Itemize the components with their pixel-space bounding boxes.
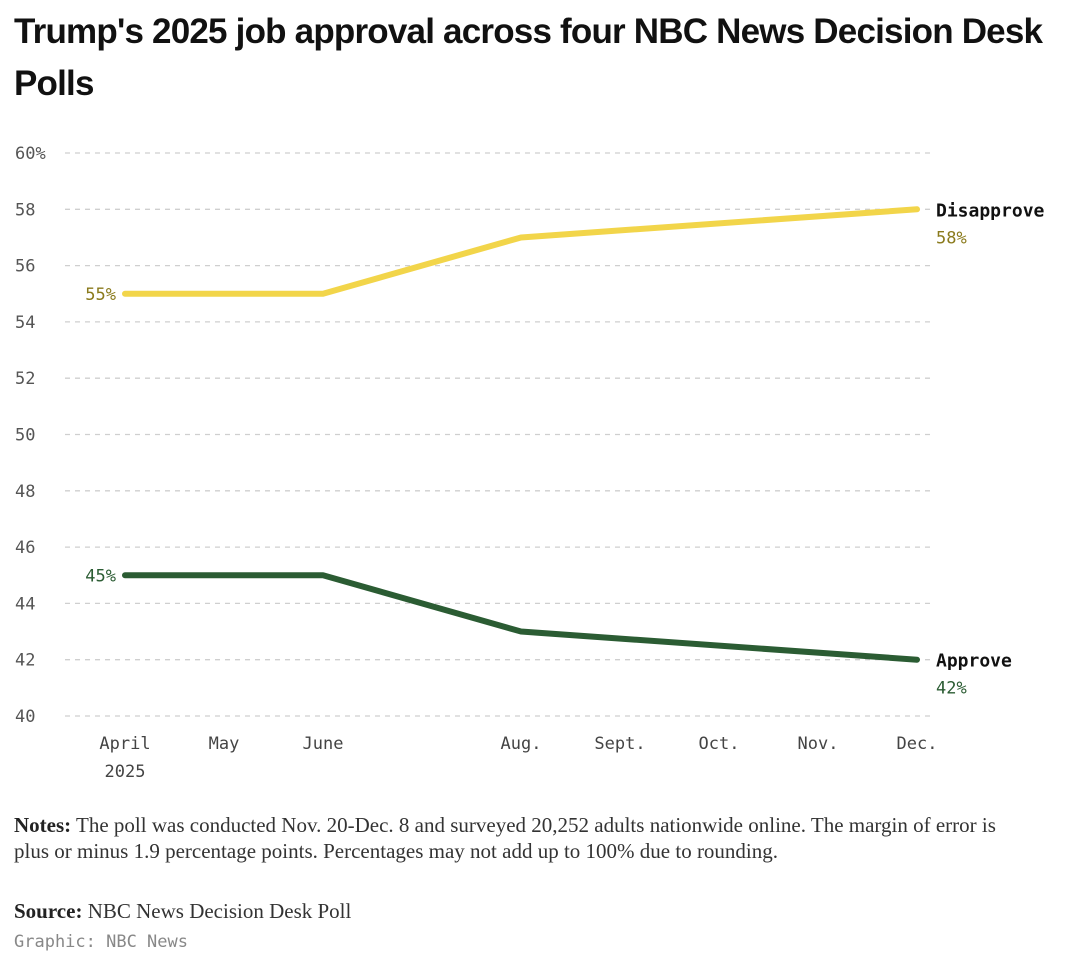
approve-line [122,572,920,663]
disapprove-series-label: Disapprove [936,200,1045,221]
source-text: NBC News Decision Desk Poll [82,899,352,923]
approve-end-value: 42% [936,679,967,699]
approve-series-label: Approve [936,651,1012,672]
series-lines [122,206,920,663]
x-tick-label: April [99,734,150,754]
disapprove-line [122,206,920,297]
notes-text: The poll was conducted Nov. 20-Dec. 8 an… [14,813,996,863]
x-tick-label: Aug. [501,734,542,754]
disapprove-start-value: 55% [85,285,116,305]
y-tick-label: 54 [15,313,35,333]
x-tick-label: 2025 [105,762,146,782]
x-axis-ticks: April 2025 May June Aug. Sept. Oct. Nov. Dec. [99,734,937,782]
y-axis-ticks: 40 42 44 46 48 50 52 54 56 58 60% [15,144,46,727]
line-chart: 40 42 44 46 48 50 52 54 56 58 60% April 2025 May June… [15,144,1045,782]
y-tick-label: 56 [15,257,35,277]
y-tick-label: 46 [15,538,35,558]
y-tick-label: 42 [15,651,35,671]
y-tick-label: 48 [15,482,35,502]
x-tick-label: Nov. [798,734,839,754]
x-tick-label: Dec. [897,734,938,754]
gridlines [65,152,932,717]
x-tick-label: June [303,734,344,754]
x-tick-label: Sept. [594,734,645,754]
graphic-credit: Graphic: NBC News [14,932,188,952]
series-labels: 55% Disapprove 58% 45% Approve 42% [85,200,1044,698]
source: Source: NBC News Decision Desk Poll [14,898,1034,924]
y-tick-label: 52 [15,369,35,389]
y-tick-label: 60% [15,144,46,164]
notes-label: Notes: [14,813,72,837]
y-tick-label: 50 [15,426,35,446]
y-tick-label: 40 [15,707,35,727]
source-label: Source: [14,899,83,923]
y-tick-label: 58 [15,200,35,220]
notes: Notes: The poll was conducted Nov. 20-De… [14,812,1034,864]
x-tick-label: May [209,734,240,754]
x-tick-label: Oct. [699,734,740,754]
chart-title: Trump's 2025 job approval across four NB… [14,12,1043,103]
approve-start-value: 45% [85,566,116,586]
y-tick-label: 44 [15,594,35,614]
disapprove-end-value: 58% [936,228,967,248]
